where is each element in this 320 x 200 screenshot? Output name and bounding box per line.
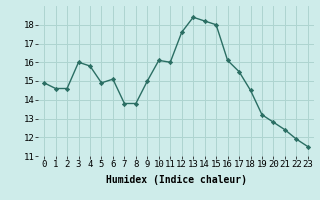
X-axis label: Humidex (Indice chaleur): Humidex (Indice chaleur) xyxy=(106,175,246,185)
